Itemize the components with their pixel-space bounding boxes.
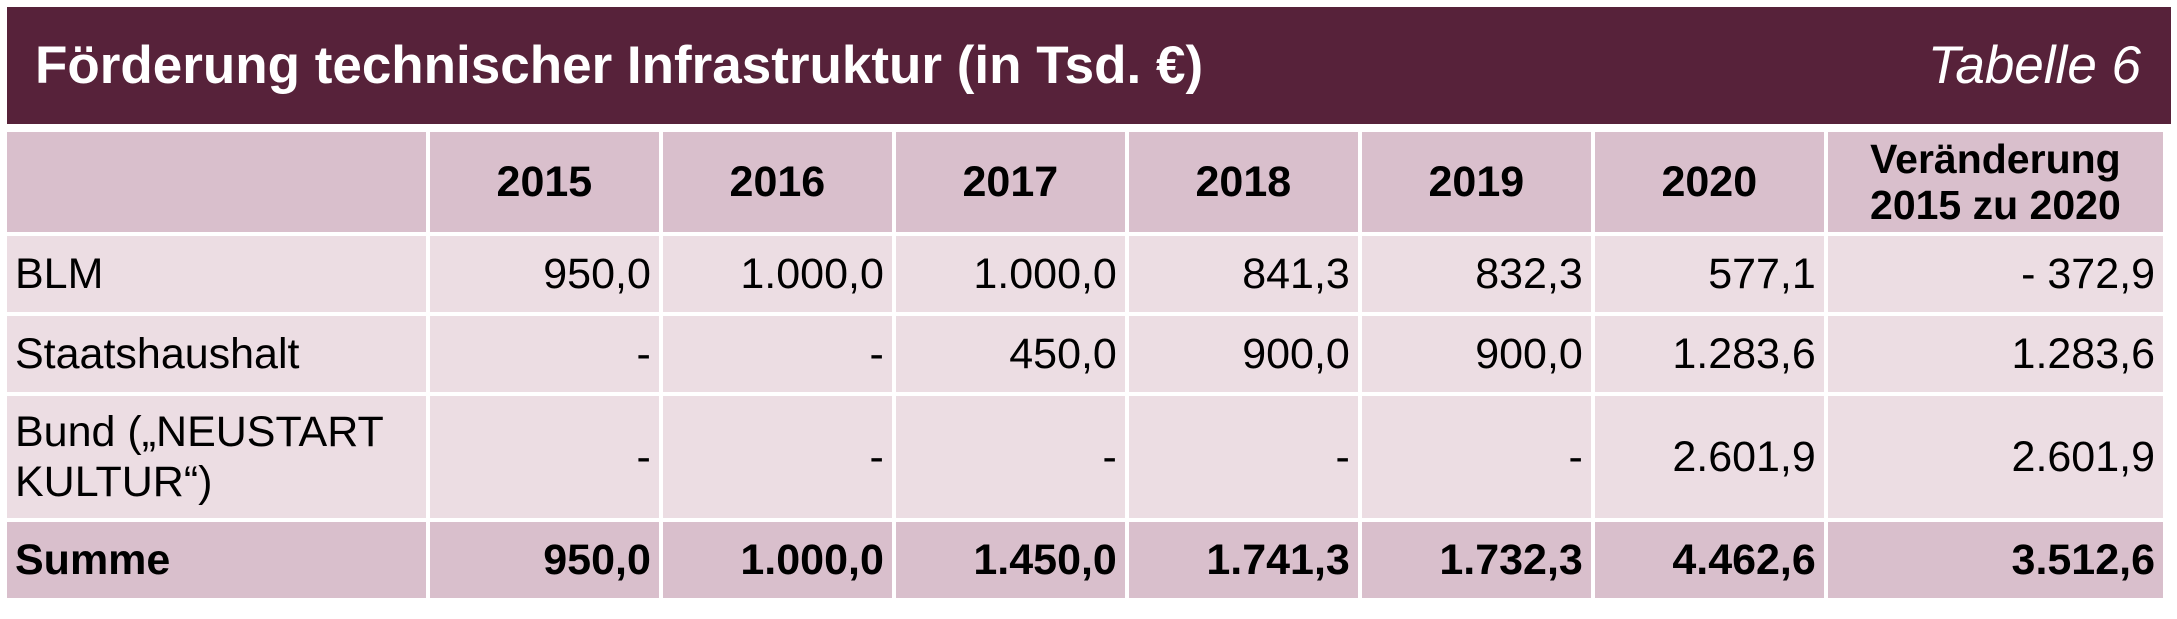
table-cell: - [1128, 396, 1358, 518]
table-title: Förderung technischer Infrastruktur (in … [35, 36, 1204, 95]
table-row-blm: BLM 950,0 1.000,0 1.000,0 841,3 832,3 57… [7, 236, 2163, 312]
table-row-staatshaushalt: Staatshaushalt - - 450,0 900,0 900,0 1.2… [7, 316, 2163, 392]
table-cell: - [662, 316, 892, 392]
total-cell: 1.741,3 [1128, 522, 1358, 598]
total-cell: 950,0 [429, 522, 659, 598]
table-cell: 1.283,6 [1594, 316, 1824, 392]
funding-table: 2015 2016 2017 2018 2019 2020 Veränderun… [3, 128, 2167, 602]
column-header-2018: 2018 [1128, 132, 1358, 232]
total-cell: 1.450,0 [895, 522, 1125, 598]
table-cell: 450,0 [895, 316, 1125, 392]
table-cell: 900,0 [1361, 316, 1591, 392]
total-cell: 1.732,3 [1361, 522, 1591, 598]
column-header-change: Veränderung 2015 zu 2020 [1827, 132, 2163, 232]
column-header-2016: 2016 [662, 132, 892, 232]
table-row-bund: Bund („NEUSTART KULTUR“) - - - - - 2.601… [7, 396, 2163, 518]
change-cell: 2.601,9 [1827, 396, 2163, 518]
table-cell: - [662, 396, 892, 518]
table-title-bar: Förderung technischer Infrastruktur (in … [7, 7, 2171, 124]
table-cell: 577,1 [1594, 236, 1824, 312]
total-cell: 4.462,6 [1594, 522, 1824, 598]
column-header-2019: 2019 [1361, 132, 1591, 232]
table-cell: - [429, 396, 659, 518]
row-label: Bund („NEUSTART KULTUR“) [7, 396, 426, 518]
total-change-cell: 3.512,6 [1827, 522, 2163, 598]
table-cell: 832,3 [1361, 236, 1591, 312]
table-header-row: 2015 2016 2017 2018 2019 2020 Veränderun… [7, 132, 2163, 232]
column-header-2017: 2017 [895, 132, 1125, 232]
change-cell: 1.283,6 [1827, 316, 2163, 392]
table-cell: - [429, 316, 659, 392]
table-row-total: Summe 950,0 1.000,0 1.450,0 1.741,3 1.73… [7, 522, 2163, 598]
table-cell: - [895, 396, 1125, 518]
column-header-label [7, 132, 426, 232]
total-cell: 1.000,0 [662, 522, 892, 598]
column-header-2020: 2020 [1594, 132, 1824, 232]
change-cell-negative: - 372,9 [1827, 236, 2163, 312]
table-cell: 2.601,9 [1594, 396, 1824, 518]
table-cell: - [1361, 396, 1591, 518]
table-cell: 841,3 [1128, 236, 1358, 312]
table-cell: 1.000,0 [895, 236, 1125, 312]
row-label: Staatshaushalt [7, 316, 426, 392]
table-cell: 1.000,0 [662, 236, 892, 312]
table-cell: 950,0 [429, 236, 659, 312]
column-header-2015: 2015 [429, 132, 659, 232]
total-label: Summe [7, 522, 426, 598]
row-label: BLM [7, 236, 426, 312]
table-cell: 900,0 [1128, 316, 1358, 392]
table-number-label: Tabelle 6 [1927, 36, 2141, 95]
